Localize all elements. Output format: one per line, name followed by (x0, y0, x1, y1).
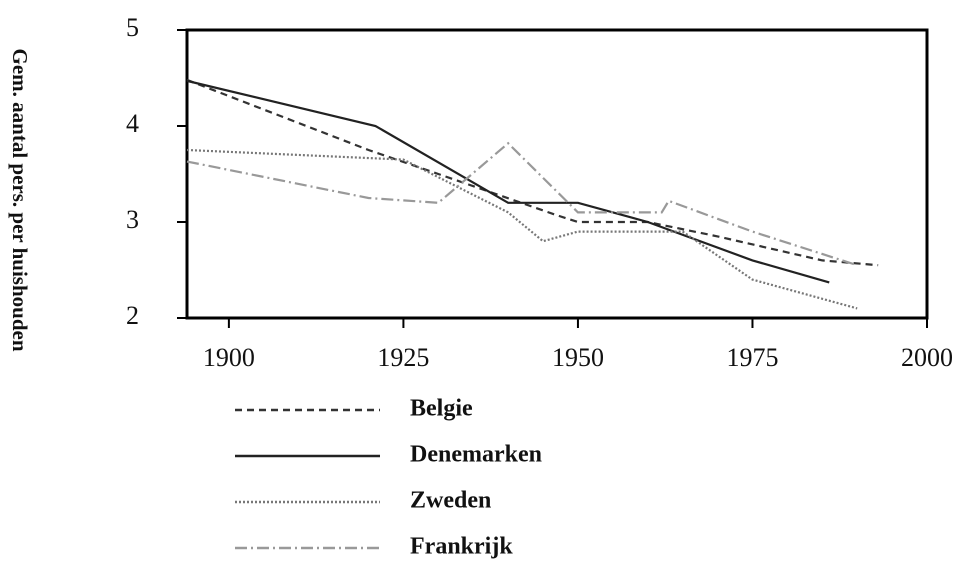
x-tick-label: 1925 (377, 343, 429, 372)
x-tick-label: 2000 (901, 343, 953, 372)
x-tick-label: 1975 (726, 343, 778, 372)
legend-label: Zweden (410, 488, 491, 514)
series-line (186, 78, 879, 267)
y-tick-label: 4 (126, 109, 139, 138)
x-tick-label: 1950 (552, 343, 604, 372)
y-tick-label: 2 (126, 301, 139, 330)
series-line (186, 141, 858, 267)
legend-label: Frankrijk (410, 534, 513, 560)
series-line (186, 79, 830, 284)
legend-label: Denemarken (410, 442, 542, 468)
plot-frame (185, 28, 929, 320)
y-tick-label: 5 (126, 13, 139, 42)
y-tick-label: 3 (126, 205, 139, 234)
y-axis-label: Gem. aantal pers. per huishouden (8, 49, 32, 352)
legend-label: Belgie (410, 396, 473, 422)
series-line (186, 148, 858, 310)
x-tick-label: 1900 (203, 343, 255, 372)
